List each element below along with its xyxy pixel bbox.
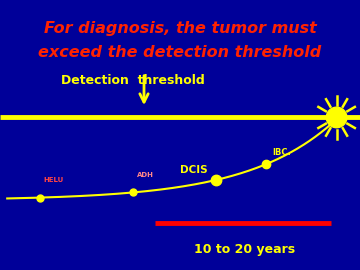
Text: exceed the detection threshold: exceed the detection threshold — [39, 45, 321, 60]
Text: ADH: ADH — [137, 172, 154, 178]
Ellipse shape — [327, 107, 347, 128]
Text: For diagnosis, the tumor must: For diagnosis, the tumor must — [44, 21, 316, 36]
Text: 10 to 20 years: 10 to 20 years — [194, 243, 295, 256]
Text: HELU: HELU — [43, 177, 63, 183]
Text: IBC.: IBC. — [272, 148, 291, 157]
Text: Detection  threshold: Detection threshold — [61, 75, 205, 87]
Text: DCIS: DCIS — [180, 164, 208, 175]
